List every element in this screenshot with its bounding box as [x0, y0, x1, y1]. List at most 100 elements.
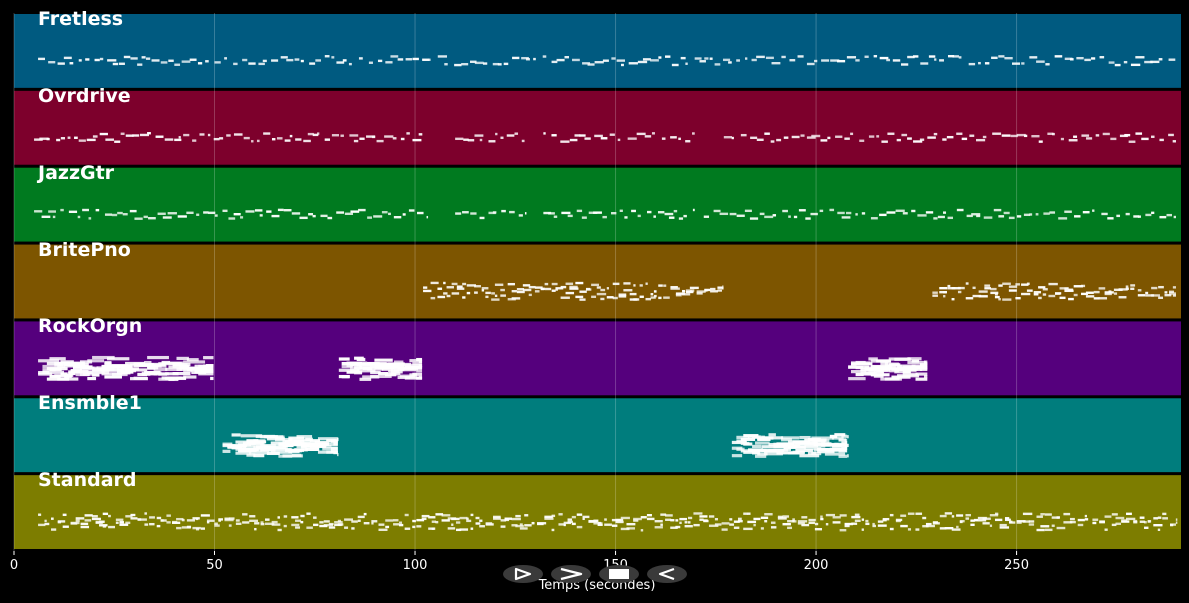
note — [740, 133, 747, 137]
note — [123, 55, 131, 59]
note — [851, 522, 858, 525]
note — [70, 522, 78, 525]
note — [60, 208, 64, 212]
note — [1015, 283, 1020, 286]
note — [205, 364, 214, 368]
note — [1175, 521, 1178, 524]
note — [108, 525, 116, 529]
note — [377, 59, 383, 63]
note — [258, 62, 265, 66]
note — [1137, 289, 1142, 292]
note — [1069, 517, 1075, 521]
note — [882, 517, 890, 521]
note — [827, 136, 831, 140]
stop-button[interactable] — [599, 565, 639, 583]
note — [639, 295, 644, 298]
note — [900, 514, 907, 517]
note — [989, 514, 999, 517]
note — [470, 60, 477, 63]
note — [937, 215, 945, 219]
note — [1051, 524, 1055, 527]
note — [235, 451, 251, 455]
note — [91, 515, 98, 518]
note — [594, 134, 603, 138]
note — [1063, 512, 1071, 516]
note — [543, 211, 552, 215]
note — [324, 138, 331, 141]
note — [243, 136, 250, 140]
note — [227, 444, 236, 449]
play-button[interactable] — [503, 565, 543, 583]
note — [668, 216, 675, 219]
note — [328, 526, 336, 529]
note — [838, 438, 846, 442]
note — [684, 521, 688, 524]
note — [569, 285, 578, 289]
note — [1168, 58, 1176, 61]
note — [422, 58, 429, 61]
note — [978, 290, 988, 293]
note — [876, 359, 891, 363]
note — [393, 519, 399, 522]
note — [51, 517, 54, 520]
note — [162, 216, 172, 219]
note — [951, 515, 955, 518]
back-button[interactable] — [647, 565, 687, 583]
note — [755, 454, 767, 458]
note — [254, 522, 260, 525]
note — [870, 217, 878, 220]
note — [1036, 60, 1045, 63]
note — [385, 525, 390, 529]
note — [295, 526, 301, 529]
note — [38, 57, 45, 61]
note — [714, 518, 718, 521]
forward-button[interactable] — [551, 565, 591, 583]
note — [770, 526, 777, 529]
note — [984, 287, 991, 290]
note — [1130, 63, 1141, 67]
note — [978, 61, 981, 65]
note — [994, 512, 999, 516]
note — [1144, 526, 1149, 530]
note — [524, 212, 527, 215]
note — [430, 281, 439, 285]
note — [811, 436, 834, 440]
note — [848, 365, 857, 369]
note — [44, 522, 50, 526]
note — [57, 520, 66, 523]
note — [884, 377, 900, 381]
note — [263, 132, 271, 135]
note — [400, 137, 405, 141]
note — [69, 62, 74, 65]
note — [623, 282, 631, 285]
note — [764, 452, 783, 456]
note — [637, 214, 641, 218]
note — [1038, 140, 1043, 143]
note — [834, 433, 846, 437]
note — [911, 209, 916, 213]
note — [792, 518, 795, 521]
note — [576, 513, 583, 516]
note — [733, 520, 740, 523]
note — [357, 519, 361, 522]
note — [699, 515, 708, 518]
note — [650, 293, 654, 296]
note — [611, 57, 616, 60]
note — [412, 57, 419, 61]
note — [723, 136, 732, 139]
note — [708, 515, 715, 518]
note — [556, 58, 565, 62]
note — [841, 441, 848, 445]
note — [265, 518, 270, 521]
note — [534, 290, 540, 293]
note — [62, 525, 69, 528]
note — [675, 525, 681, 529]
note — [1108, 291, 1112, 294]
note — [470, 212, 477, 215]
note — [806, 62, 815, 66]
note — [308, 213, 314, 216]
note — [456, 287, 465, 290]
note — [1069, 58, 1074, 61]
note — [943, 295, 946, 298]
note — [381, 211, 388, 214]
